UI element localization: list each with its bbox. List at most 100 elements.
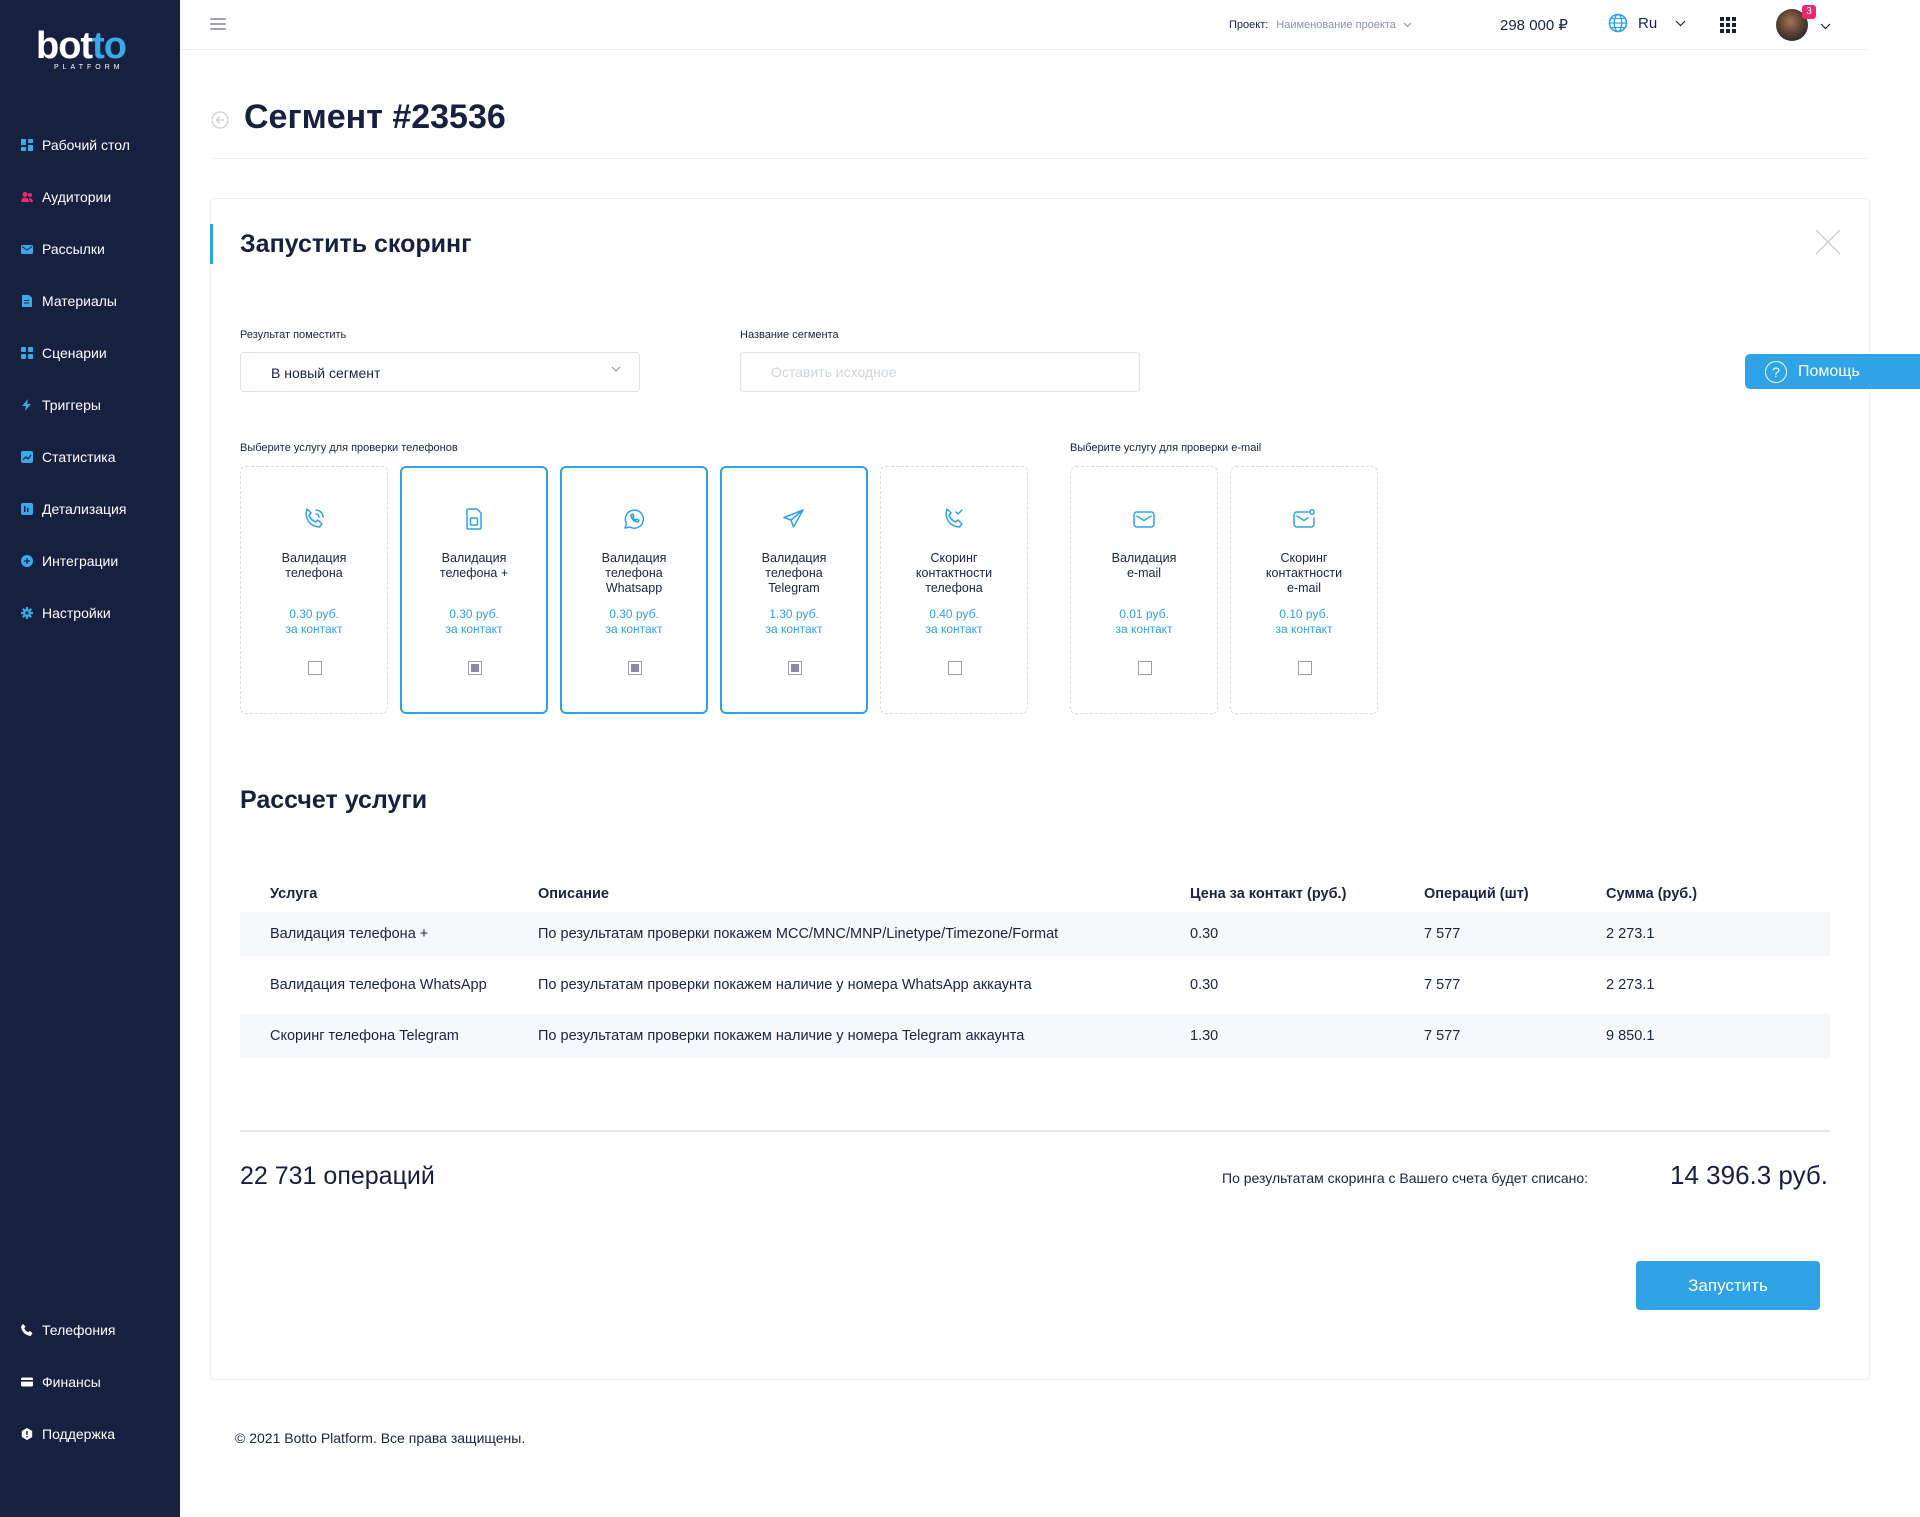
phone-icon bbox=[21, 1324, 33, 1336]
service-tile[interactable]: Скоринг контактности телефона 0.40 руб. за к… bbox=[880, 466, 1028, 714]
envelope-dot-icon bbox=[1231, 506, 1377, 532]
sidebar-item[interactable]: Настройки bbox=[0, 587, 180, 639]
email-services-label: Выберите услугу для проверки e-mail bbox=[1070, 442, 1262, 454]
service-checkbox[interactable] bbox=[468, 661, 482, 675]
service-name-line: телефона bbox=[925, 581, 983, 595]
column-header-price: Цена за контакт (руб.) bbox=[1190, 886, 1347, 902]
sidebar-item[interactable]: Поддержка bbox=[0, 1408, 180, 1460]
service-price: 0.30 руб. за контакт bbox=[241, 607, 387, 637]
apps-grid-icon[interactable] bbox=[1720, 17, 1736, 33]
cell-price: 0.30 bbox=[1190, 926, 1219, 942]
service-checkbox[interactable] bbox=[788, 661, 802, 675]
service-name: Валидация e-mail bbox=[1071, 551, 1217, 581]
chevron-down-icon[interactable] bbox=[1820, 23, 1831, 30]
footer-copyright: © 2021 Botto Platform. Все права защищен… bbox=[235, 1430, 526, 1446]
language-selector[interactable]: Ru bbox=[1608, 13, 1696, 33]
scoring-form-title: Запустить скоринг bbox=[240, 230, 472, 258]
cell-sum: 2 273.1 bbox=[1606, 977, 1655, 993]
sidebar-item-label: Интеграции bbox=[42, 553, 119, 569]
sidebar-item[interactable]: Рабочий стол bbox=[0, 119, 180, 171]
service-price-value: 0.01 руб. bbox=[1119, 607, 1169, 621]
menu-toggle-icon[interactable] bbox=[210, 18, 226, 31]
sidebar-item-label: Финансы bbox=[42, 1374, 101, 1390]
service-name: Скоринг контактности телефона bbox=[881, 551, 1027, 596]
column-header-operations: Операций (шт) bbox=[1424, 886, 1529, 902]
scenario-icon bbox=[21, 347, 33, 359]
calc-title: Рассчет услуги bbox=[240, 786, 428, 814]
chevron-down-icon bbox=[1675, 20, 1686, 26]
chevron-down-icon bbox=[1403, 22, 1412, 28]
sidebar-item-label: Телефония bbox=[42, 1322, 116, 1338]
envelope-icon bbox=[1071, 506, 1217, 532]
segment-name-input[interactable] bbox=[740, 352, 1140, 392]
detail-icon bbox=[21, 503, 33, 515]
cell-description: По результатам проверки покажем наличие … bbox=[538, 977, 1032, 993]
sidebar-item[interactable]: Статистика bbox=[0, 431, 180, 483]
service-price-unit: за контакт bbox=[445, 622, 503, 636]
sidebar-item-label: Рассылки bbox=[42, 241, 105, 257]
sidebar-item[interactable]: Телефония bbox=[0, 1304, 180, 1356]
service-name-line: Валидация bbox=[601, 551, 667, 565]
result-destination-label: Результат поместить bbox=[240, 329, 347, 341]
service-price: 0.30 руб. за контакт bbox=[402, 607, 546, 637]
service-price-unit: за контакт bbox=[285, 622, 343, 636]
sidebar-item[interactable]: Детализация bbox=[0, 483, 180, 535]
mail-icon bbox=[21, 243, 33, 255]
globe-icon bbox=[1608, 13, 1628, 33]
segment-name-label: Название сегмента bbox=[740, 329, 839, 341]
service-tile[interactable]: Валидация телефона + 0.30 руб. за контакт bbox=[400, 466, 548, 714]
phone-check-icon bbox=[881, 506, 1027, 532]
cell-operations: 7 577 bbox=[1424, 977, 1461, 993]
service-checkbox[interactable] bbox=[1298, 661, 1312, 675]
service-tile[interactable]: Валидация телефона Telegram 1.30 руб. за кон… bbox=[720, 466, 868, 714]
close-icon[interactable] bbox=[1815, 229, 1841, 255]
help-button[interactable]: ? Помощь bbox=[1745, 354, 1920, 389]
service-name-line: контактности bbox=[915, 566, 993, 580]
sidebar-item-label: Детализация bbox=[42, 501, 127, 517]
service-tile[interactable]: Валидация телефона 0.30 руб. за контакт bbox=[240, 466, 388, 714]
service-price: 0.40 руб. за контакт bbox=[881, 607, 1027, 637]
logo-accent: to bbox=[92, 25, 127, 67]
service-checkbox[interactable] bbox=[948, 661, 962, 675]
service-price-unit: за контакт bbox=[765, 622, 823, 636]
page-title: Сегмент #23536 bbox=[244, 98, 506, 136]
service-price: 1.30 руб. за контакт bbox=[722, 607, 866, 637]
service-checkbox[interactable] bbox=[1138, 661, 1152, 675]
sidebar-item[interactable]: Аудитории bbox=[0, 171, 180, 223]
service-name-line: Whatsapp bbox=[605, 581, 663, 595]
result-destination-select[interactable]: В новый сегмент bbox=[240, 352, 640, 392]
help-button-label: Помощь bbox=[1798, 362, 1860, 380]
phone-services-label: Выберите услугу для проверки телефонов bbox=[240, 442, 458, 454]
sidebar-item-label: Рабочий стол bbox=[42, 137, 130, 153]
table-row: Скоринг телефона Telegram По результатам … bbox=[240, 1014, 1830, 1058]
result-destination-value: В новый сегмент bbox=[271, 365, 381, 381]
service-name-line: Скоринг bbox=[1280, 551, 1328, 565]
service-name-line: Валидация bbox=[441, 551, 507, 565]
service-name-line: Скоринг bbox=[930, 551, 978, 565]
sidebar-item[interactable]: Рассылки bbox=[0, 223, 180, 275]
cell-operations: 7 577 bbox=[1424, 1028, 1461, 1044]
sidebar-item[interactable]: Интеграции bbox=[0, 535, 180, 587]
top-bar bbox=[180, 0, 1870, 50]
project-selector[interactable]: Проект: Наименование проекта bbox=[1229, 19, 1412, 31]
service-checkbox[interactable] bbox=[628, 661, 642, 675]
run-button[interactable]: Запустить bbox=[1636, 1261, 1820, 1310]
service-checkbox[interactable] bbox=[308, 661, 322, 675]
sidebar-item-label: Настройки bbox=[42, 605, 111, 621]
service-name: Скоринг контактности e-mail bbox=[1231, 551, 1377, 596]
logo[interactable]: botto PLATFORM bbox=[36, 24, 146, 76]
service-tile[interactable]: Валидация e-mail 0.01 руб. за контакт bbox=[1070, 466, 1218, 714]
back-arrow-icon[interactable] bbox=[211, 111, 229, 129]
sidebar-item[interactable]: Триггеры bbox=[0, 379, 180, 431]
chevron-down-icon bbox=[611, 366, 621, 372]
sidebar-item[interactable]: Сценарии bbox=[0, 327, 180, 379]
service-tile[interactable]: Валидация телефона Whatsapp 0.30 руб. за кон… bbox=[560, 466, 708, 714]
charge-value: 14 396.3 руб. bbox=[1670, 1160, 1829, 1190]
cell-sum: 2 273.1 bbox=[1606, 926, 1655, 942]
telegram-icon bbox=[722, 506, 866, 532]
cell-price: 0.30 bbox=[1190, 977, 1219, 993]
sidebar-item[interactable]: Материалы bbox=[0, 275, 180, 327]
sidebar: botto PLATFORM Рабочий стол Аудитории Расс… bbox=[0, 0, 180, 1517]
sidebar-item[interactable]: Финансы bbox=[0, 1356, 180, 1408]
service-tile[interactable]: Скоринг контактности e-mail 0.10 руб. за кон… bbox=[1230, 466, 1378, 714]
